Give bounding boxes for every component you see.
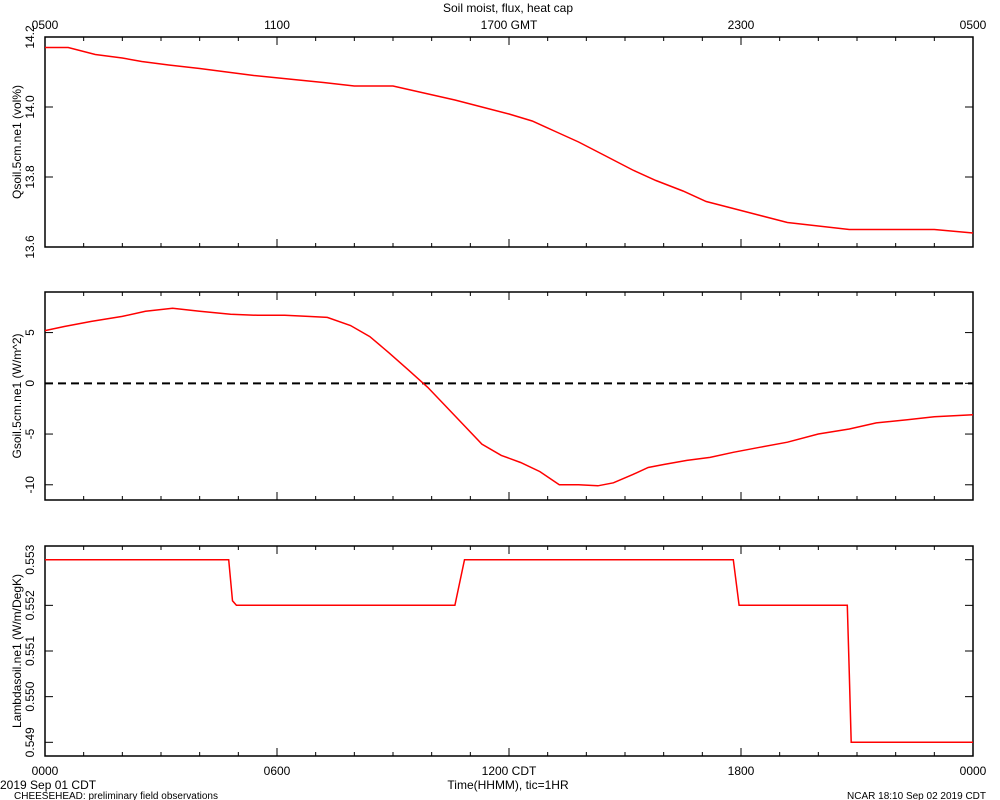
panel-3: 0.549 0.550 0.551 0.552 0.553Lambdasoil.ne1 … <box>10 544 974 757</box>
series-line <box>44 307 974 487</box>
x-axis-label: Time(HHMM), tic=1HR <box>447 778 569 792</box>
panel-frame <box>44 291 974 501</box>
y-tick-label: 0.552 <box>23 590 37 620</box>
y-tick-label: -10 <box>23 476 37 494</box>
panel-1: 13.6 13.8 14.0 14.2 Qsoil.5cm.ne1 (vol%) <box>10 25 974 259</box>
bottom-tick-label: 0000 <box>960 764 987 778</box>
bottom-tick-label: 1800 <box>728 764 755 778</box>
top-tick-label: 2300 <box>728 18 755 32</box>
panel-frame <box>44 36 974 248</box>
top-tick-label: 1100 <box>264 18 290 32</box>
y-tick-label: 5 <box>23 329 37 336</box>
y-tick-label: 14.0 <box>23 95 37 119</box>
y-tick-label: 0.549 <box>23 727 37 757</box>
top-axis-labels: 0500 1100 1700 GMT 2300 0500 <box>32 18 987 32</box>
top-tick-label: 0500 <box>960 18 987 32</box>
bottom-axis-labels: 0000 0600 1200 CDT 1800 0000 <box>32 764 987 778</box>
date-label: 2019 Sep 01 CDT <box>0 778 97 792</box>
y-tick-label: 0.551 <box>23 636 37 666</box>
series-line <box>45 558 973 744</box>
top-tick-label: 1700 GMT <box>481 18 538 32</box>
y-tick-label: 13.6 <box>23 235 37 259</box>
footer-left: CHEESEHEAD: preliminary field observatio… <box>14 791 218 800</box>
panel-frame <box>44 545 974 757</box>
y-tick-label: 13.8 <box>23 165 37 189</box>
y-axis-label: Qsoil.5cm.ne1 (vol%) <box>10 85 24 199</box>
y-tick-label: 14.2 <box>23 25 37 49</box>
y-axis-label: Lambdasoil.ne1 (W/m/DegK) <box>10 574 24 728</box>
chart-title: Soil moist, flux, heat cap <box>443 1 573 15</box>
bottom-tick-label: 0600 <box>264 764 291 778</box>
top-tick-label: 0500 <box>32 18 59 32</box>
y-tick-label: 0.553 <box>23 544 37 574</box>
bottom-tick-label: 0000 <box>32 764 59 778</box>
y-axis-label: Gsoil.5cm.ne1 (W/m^2) <box>10 334 24 459</box>
y-tick-label: -5 <box>23 428 37 439</box>
y-tick-label: 0 <box>23 380 37 387</box>
series-line <box>45 46 974 234</box>
footer-right: NCAR 18:10 Sep 02 2019 CDT <box>847 791 986 800</box>
y-tick-label: 0.550 <box>23 681 37 711</box>
bottom-tick-label: 1200 CDT <box>482 764 537 778</box>
